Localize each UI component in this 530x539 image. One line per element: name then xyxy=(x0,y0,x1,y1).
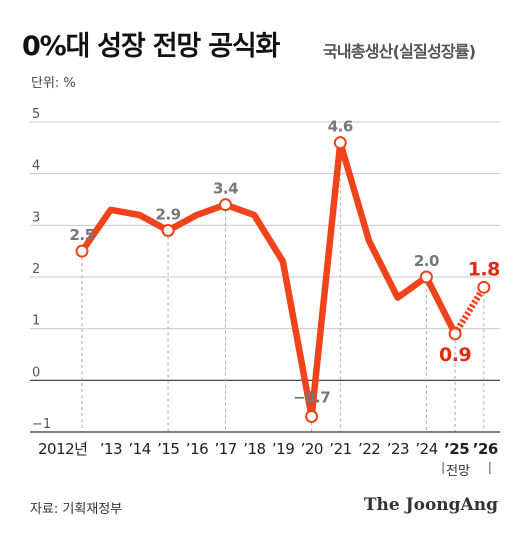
data-point xyxy=(477,280,491,294)
data-point xyxy=(75,244,89,258)
data-point xyxy=(305,410,319,423)
data-label: 3.4 xyxy=(213,180,238,198)
x-tick-label: ’25 xyxy=(444,440,469,458)
data-point xyxy=(219,198,232,212)
data-label: 2.5 xyxy=(69,226,94,244)
forecast-note: 전망 xyxy=(446,464,470,479)
data-label: 2.9 xyxy=(156,206,181,224)
x-tick-label: 2012년 xyxy=(38,440,87,458)
x-tick-label: ’13 xyxy=(100,440,122,458)
x-tick-label: ’18 xyxy=(243,440,265,458)
x-tick-label: ’19 xyxy=(272,440,294,458)
data-label: 2.0 xyxy=(414,252,439,270)
data-point xyxy=(161,224,175,237)
y-tick-label: −1 xyxy=(32,417,51,432)
x-tick-label: ’24 xyxy=(415,440,437,458)
data-point xyxy=(419,270,433,284)
data-label: −0.7 xyxy=(293,389,330,407)
y-tick-label: 5 xyxy=(32,107,40,122)
y-tick-label: 0 xyxy=(32,365,40,380)
data-point xyxy=(333,136,347,150)
y-tick-label: 4 xyxy=(32,159,40,174)
source-note: 자료: 기획재정부 xyxy=(30,502,123,517)
x-tick-label: ’17 xyxy=(215,440,237,458)
x-tick-label: ’15 xyxy=(157,440,179,458)
x-tick-label: ’16 xyxy=(186,440,208,458)
y-tick-label: 2 xyxy=(32,262,40,277)
y-tick-label: 3 xyxy=(32,210,40,225)
data-label: 0.9 xyxy=(439,344,471,366)
x-tick-label: ’22 xyxy=(358,440,380,458)
x-tick-label: ’14 xyxy=(128,440,150,458)
y-tick-label: 1 xyxy=(32,314,40,329)
x-tick-label: ’20 xyxy=(301,440,323,458)
series-line xyxy=(78,139,459,420)
unit-label: 단위: % xyxy=(31,76,76,91)
x-tick-label: ’21 xyxy=(329,440,351,458)
x-tick-label: ’23 xyxy=(387,440,409,458)
data-label: 4.6 xyxy=(328,118,353,136)
chart-subtitle: 국내총생산(실질성장률) xyxy=(323,42,476,61)
chart-title: 0%대 성장 전망 공식화 xyxy=(22,31,280,62)
brand-logo: The JoongAng xyxy=(363,495,498,515)
forecast-line xyxy=(452,285,487,336)
data-label: 1.8 xyxy=(468,258,500,280)
x-tick-label: ’26 xyxy=(473,440,498,458)
forecast-bracket xyxy=(442,462,491,474)
data-point xyxy=(448,327,462,341)
